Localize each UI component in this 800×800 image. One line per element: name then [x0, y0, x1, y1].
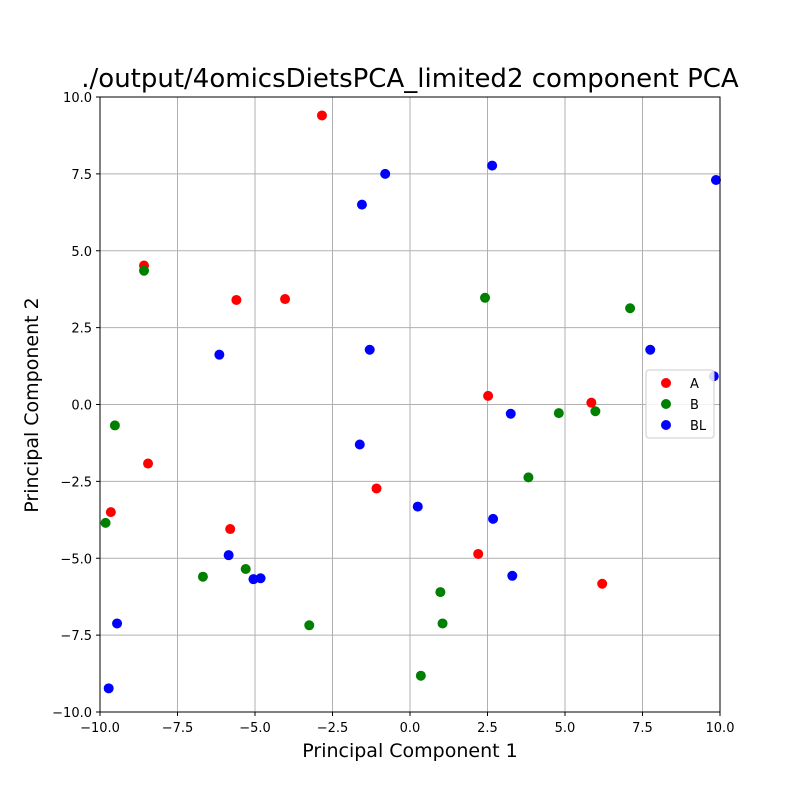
y-tick-label: −2.5 [60, 475, 92, 490]
data-point-bl [412, 501, 423, 512]
legend-marker-a [661, 378, 671, 388]
x-tick-label: 10.0 [706, 721, 735, 736]
data-point-bl [487, 160, 498, 171]
x-tick-label: −5.0 [239, 721, 271, 736]
data-point-a [316, 110, 327, 121]
data-point-b [304, 620, 315, 631]
data-point-bl [214, 349, 225, 360]
x-axis-label: Principal Component 1 [302, 740, 517, 762]
data-point-bl [103, 683, 114, 694]
data-point-bl [112, 618, 123, 629]
data-point-b [109, 420, 120, 431]
data-point-b [625, 303, 636, 314]
y-tick-label: 0.0 [71, 399, 92, 414]
legend-label-b: B [690, 398, 699, 413]
data-point-b [415, 670, 426, 681]
y-axis-label: Principal Component 2 [21, 297, 43, 512]
y-tick-label: 10.0 [63, 91, 92, 106]
legend-marker-bl [661, 420, 671, 430]
x-tick-label: 0.0 [400, 721, 421, 736]
data-point-bl [356, 199, 367, 210]
data-point-bl [710, 175, 721, 186]
data-point-bl [255, 573, 266, 584]
data-point-bl [380, 168, 391, 179]
data-point-bl [645, 344, 656, 355]
data-point-a [371, 483, 382, 494]
data-point-a [483, 390, 494, 401]
data-point-bl [223, 550, 234, 561]
y-tick-label: 7.5 [71, 168, 92, 183]
legend-label-a: A [690, 377, 699, 392]
legend-label-bl: BL [690, 419, 707, 434]
x-tick-label: 2.5 [477, 721, 498, 736]
legend-marker-b [661, 399, 671, 409]
y-tick-label: 5.0 [71, 245, 92, 260]
data-point-a [143, 458, 154, 469]
data-point-b [523, 472, 534, 483]
chart-title: ./output/4omicsDietsPCA_limited2 compone… [81, 64, 739, 94]
legend: AB BL [645, 369, 715, 439]
data-point-b [197, 571, 208, 582]
data-point-b [139, 265, 150, 276]
y-tick-label: −5.0 [60, 552, 92, 567]
data-point-a [280, 294, 291, 305]
data-point-a [597, 578, 608, 589]
y-tick-label: 2.5 [71, 322, 92, 337]
x-tick-label: 5.0 [555, 721, 576, 736]
data-point-a [225, 524, 236, 535]
data-point-b [435, 587, 446, 598]
data-point-b [480, 292, 491, 303]
x-tick-label: −7.5 [162, 721, 194, 736]
data-point-a [105, 507, 116, 518]
data-point-bl [505, 408, 516, 419]
data-point-bl [507, 570, 518, 581]
data-point-a [231, 294, 242, 305]
data-point-b [590, 406, 601, 417]
x-tick-label: −2.5 [317, 721, 349, 736]
data-points [100, 110, 721, 694]
data-point-a [586, 397, 597, 408]
axis-ticks: −10.0 −7.5 −5.0 −2.5 0.0 2.5 5.0 7.5 10.0 −10.0 −7… [52, 91, 734, 736]
data-point-b [437, 618, 448, 629]
y-tick-label: −10.0 [52, 706, 92, 721]
data-point-a [473, 548, 484, 559]
data-point-bl [354, 439, 365, 450]
data-point-bl [364, 344, 375, 355]
x-tick-label: −10.0 [80, 721, 120, 736]
data-point-b [100, 517, 111, 528]
data-point-b [240, 564, 251, 575]
x-tick-label: 7.5 [632, 721, 653, 736]
y-tick-label: −7.5 [60, 629, 92, 644]
data-point-b [553, 408, 564, 419]
data-point-bl [488, 513, 499, 524]
